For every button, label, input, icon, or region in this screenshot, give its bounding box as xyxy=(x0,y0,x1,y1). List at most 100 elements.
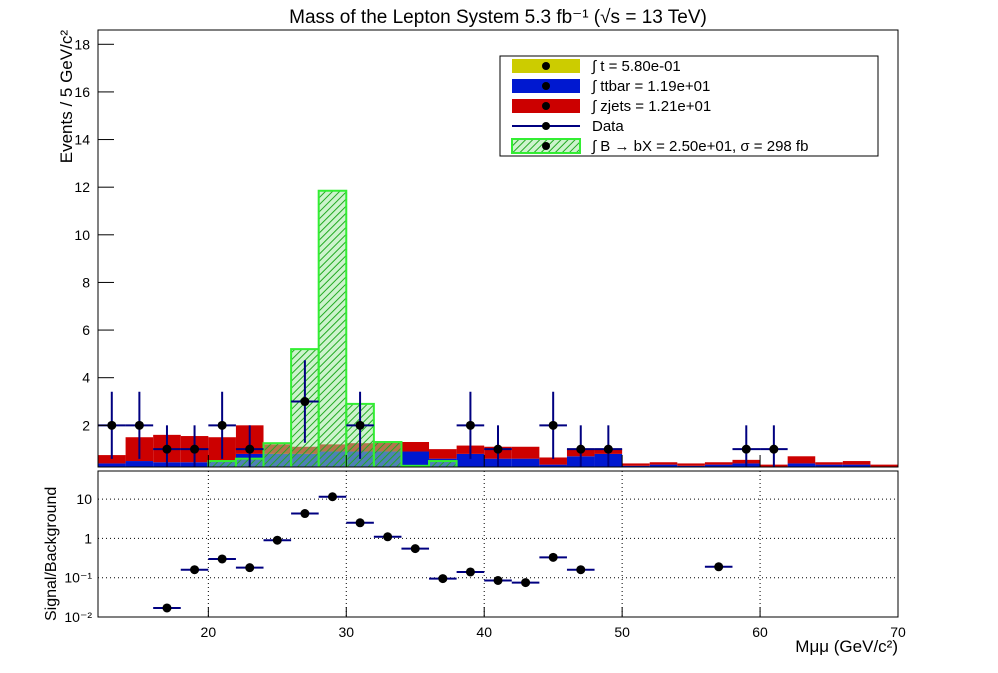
stack-bar xyxy=(539,472,567,473)
stack-bar xyxy=(181,472,209,473)
stack-bar xyxy=(511,446,540,459)
y-axis-title: Events / 5 GeV/c² xyxy=(57,30,76,164)
y-tick-label: 2 xyxy=(82,417,90,433)
signal-bar xyxy=(428,460,458,467)
ratio-area xyxy=(153,492,733,613)
stack-bar xyxy=(98,472,126,473)
ratio-point xyxy=(190,565,200,575)
data-point xyxy=(134,420,144,430)
chart-title: Mass of the Lepton System 5.3 fb⁻¹ (√s =… xyxy=(289,7,707,28)
data-point xyxy=(355,420,365,430)
stack-bar xyxy=(843,472,871,473)
data-point xyxy=(576,444,586,454)
y-tick-label: 10⁻¹ xyxy=(64,570,92,586)
stack-bar xyxy=(622,463,650,466)
ratio-point xyxy=(548,552,558,562)
signal-bar xyxy=(372,440,403,467)
stack-bar xyxy=(511,458,540,467)
ratio-point xyxy=(714,562,724,572)
legend-marker xyxy=(542,142,550,150)
ratio-point xyxy=(245,563,255,573)
stack-bar xyxy=(649,464,678,467)
data-point xyxy=(603,444,613,454)
stack-bar xyxy=(98,455,126,464)
ratio-point xyxy=(383,532,393,542)
data-point xyxy=(190,444,200,454)
y-tick-label: 14 xyxy=(74,132,90,148)
ratio-point xyxy=(410,544,420,554)
stack-bar xyxy=(677,465,705,467)
stack-bar xyxy=(125,461,154,467)
stack-bar xyxy=(815,472,843,473)
y-tick-label: 16 xyxy=(74,84,90,100)
stack-bar xyxy=(650,472,678,473)
stack-bar xyxy=(704,464,733,467)
data-point xyxy=(548,420,558,430)
stack-bar xyxy=(539,464,567,467)
x-tick-label: 40 xyxy=(476,624,492,640)
signal-bar xyxy=(207,460,237,467)
stack-bar xyxy=(401,451,430,467)
legend-label: ∫ zjets = 1.21e+01 xyxy=(591,98,711,115)
x-tick-label: 30 xyxy=(338,624,354,640)
y-tick-label: 10 xyxy=(76,491,92,507)
ratio-point xyxy=(327,492,337,502)
ratio-point xyxy=(217,554,227,564)
stack-bar xyxy=(815,464,843,467)
y-tick-label: 10⁻² xyxy=(64,609,92,625)
stack-bar xyxy=(429,449,457,459)
plot-frame xyxy=(97,29,899,468)
y-tick-label: 18 xyxy=(74,36,90,52)
legend-label: ∫ ttbar = 1.19e+01 xyxy=(591,78,710,95)
ratio-point xyxy=(465,567,475,577)
plot-area xyxy=(98,189,898,473)
y-tick-label: 4 xyxy=(82,370,90,386)
legend-label: ∫ B → bX = 2.50e+01, σ = 298 fb xyxy=(591,138,808,155)
ratio-frame xyxy=(97,470,899,618)
ratio-y-axis-title: Signal/Background xyxy=(43,487,60,621)
stack-bar xyxy=(153,472,181,473)
stack-bar xyxy=(456,453,485,467)
legend-marker xyxy=(542,102,550,110)
x-axis-title: Mμμ (GeV/c²) xyxy=(795,637,898,656)
data-point xyxy=(217,420,227,430)
legend-marker xyxy=(542,82,550,90)
stack-bar xyxy=(622,465,650,467)
ratio-point xyxy=(272,535,282,545)
stack-bar xyxy=(870,464,898,467)
y-tick-label: 10 xyxy=(74,227,90,243)
stack-bar xyxy=(677,463,705,466)
stack-bar xyxy=(126,472,154,473)
legend-label: ∫ t = 5.80e-01 xyxy=(591,58,681,75)
stack-bar xyxy=(539,457,567,465)
stack-bar xyxy=(842,464,871,467)
data-point xyxy=(300,397,310,407)
ratio-point xyxy=(521,578,531,588)
stack-bar xyxy=(815,462,843,465)
data-point xyxy=(162,444,172,454)
y-tick-label: 6 xyxy=(82,322,90,338)
ratio-point xyxy=(493,575,503,585)
data-point xyxy=(493,444,503,454)
stack-bar xyxy=(787,456,816,464)
stack-bar xyxy=(787,463,816,467)
data-point xyxy=(465,420,475,430)
x-tick-label: 50 xyxy=(614,624,630,640)
stack-bar xyxy=(649,462,678,465)
y-tick-label: 8 xyxy=(82,274,90,290)
stack-bar xyxy=(401,441,430,452)
x-tick-label: 60 xyxy=(752,624,768,640)
stack-bar xyxy=(622,472,650,473)
ratio-point xyxy=(576,565,586,575)
legend-label: Data xyxy=(592,118,624,135)
stack-bar xyxy=(760,472,788,473)
signal-bar xyxy=(262,442,293,467)
x-tick-label: 70 xyxy=(890,624,906,640)
ratio-point xyxy=(300,509,310,519)
x-tick-label: 20 xyxy=(201,624,217,640)
ratio-point xyxy=(162,603,172,613)
data-point xyxy=(769,444,779,454)
ratio-point xyxy=(355,518,365,528)
stack-bar xyxy=(98,463,126,467)
